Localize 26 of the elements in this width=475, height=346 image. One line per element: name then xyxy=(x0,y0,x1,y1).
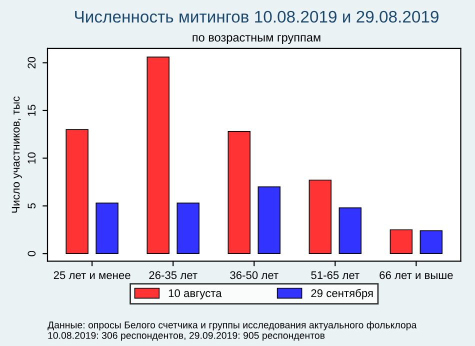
legend-label: 29 сентября xyxy=(311,288,373,300)
y-tick-label: 5 xyxy=(28,203,36,209)
y-tick-label: 10 xyxy=(28,152,36,164)
chart-subtitle: по возрастным группам xyxy=(192,35,320,44)
bar xyxy=(420,230,443,254)
bar xyxy=(176,202,200,254)
x-tick-label: 36-50 лет xyxy=(230,271,278,280)
legend-label: 10 августа xyxy=(168,289,222,300)
y-tick-label: 15 xyxy=(28,104,36,116)
bar xyxy=(66,129,88,254)
bar xyxy=(390,229,413,254)
y-tick-label: 0 xyxy=(28,250,36,256)
bar xyxy=(338,207,362,254)
text: Данные: опросы Белого счетчика и группы исследования актуального фольклора 10.08.2019: 306 респондентов, 29.09.2019: 905 респондентов xyxy=(48,321,417,341)
x-tick-label: 26-35 лет xyxy=(149,271,198,280)
bar xyxy=(146,56,170,254)
bar xyxy=(308,180,332,254)
x-tick-label: 25 лет и менее xyxy=(54,271,130,280)
bar xyxy=(228,131,250,254)
x-tick-label: 51-65 лет xyxy=(311,271,360,280)
x-tick-label: 66 лет и выше xyxy=(380,271,453,280)
y-tick-label: 20 xyxy=(28,57,36,68)
bar xyxy=(96,202,118,254)
bar xyxy=(258,186,280,254)
chart-title: Численность митингов 10.08.2019 и 29.08.2019 xyxy=(75,10,438,23)
y-axis-title: Число участников, тыс xyxy=(12,96,22,213)
